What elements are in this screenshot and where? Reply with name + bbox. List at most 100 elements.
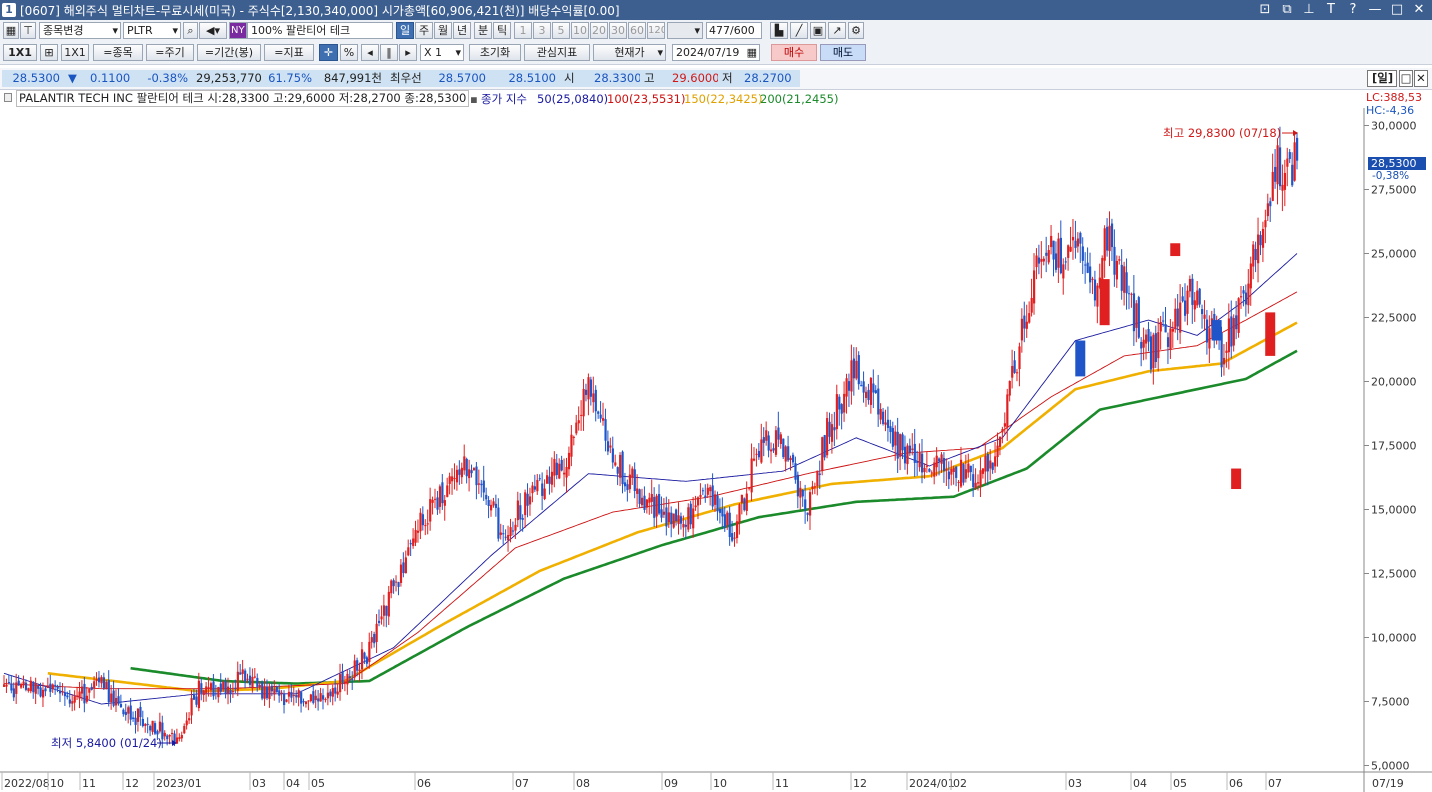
restore-layout-icon[interactable]: ⧉ (1282, 2, 1292, 17)
layout-icon[interactable]: ⊡ (1259, 2, 1271, 17)
percent-icon[interactable]: % (340, 44, 358, 61)
pin-icon[interactable]: ⊥ (1303, 2, 1315, 17)
settings-icon[interactable]: ⚙ (848, 22, 864, 39)
period-day-button[interactable]: 일 (396, 22, 414, 39)
candle-body (1037, 257, 1041, 264)
sound-icon[interactable]: ◀▾ (199, 22, 227, 39)
candle-body (263, 686, 266, 699)
add-stock-button[interactable]: =종목 (93, 44, 143, 61)
x-tick-label: 2022/08 (4, 777, 50, 790)
candle-body (395, 581, 398, 583)
candle-body (716, 495, 719, 512)
split-icon[interactable]: ⊞ (40, 44, 58, 61)
current-price-select[interactable]: 현재가 ▾ (593, 44, 666, 61)
x-tick-label: 12 (125, 777, 139, 790)
candle-body (609, 445, 612, 448)
trendline-icon[interactable]: ╱ (790, 22, 808, 39)
legend-stock-name[interactable]: PALANTIR TECH INC 팔란티어 테크 시:28,3300 고:29… (16, 90, 470, 107)
candle-body (1106, 226, 1109, 251)
x-tick-label: 06 (417, 777, 431, 790)
candle-body (1283, 172, 1287, 190)
price-chart[interactable]: 30,0000 27,5000 25,0000 22,5000 20,0000 17,50… (0, 108, 1432, 792)
candle-body (872, 383, 875, 393)
maximize-pane-icon[interactable]: □ (1399, 70, 1413, 87)
interval-1-button[interactable]: 1 (514, 22, 532, 39)
chart-type-icon[interactable]: ▙ (770, 22, 788, 39)
y-tick-label: 7,5000 (1371, 696, 1410, 709)
minimize-icon[interactable]: — (1368, 2, 1382, 17)
candle-body (331, 688, 334, 697)
candle-body (73, 696, 76, 703)
candle-body (558, 463, 561, 479)
scroll-left-icon[interactable]: ◂ (361, 44, 379, 61)
indicator-icon[interactable]: ↗ (828, 22, 846, 39)
add-period-button[interactable]: =주기 (146, 44, 194, 61)
scroll-right-icon[interactable]: ▸ (399, 44, 417, 61)
candle-body (650, 493, 653, 502)
zoom-select[interactable]: X 1 ▾ (420, 44, 464, 61)
period-month-button[interactable]: 월 (434, 22, 452, 39)
candle-body (190, 698, 193, 716)
candle-body (994, 456, 997, 467)
layout-1x1-button[interactable]: 1X1 (3, 44, 37, 61)
sell-button[interactable]: 매도 (820, 44, 866, 61)
save-icon[interactable]: ▣ (810, 22, 826, 39)
grid-icon[interactable]: ▦ (3, 22, 19, 39)
candle-body (896, 431, 899, 459)
interval-120-button[interactable]: 120 (647, 22, 665, 39)
candle-body (1198, 288, 1201, 305)
crosshair-icon[interactable]: ✛ (319, 44, 338, 61)
stock-change-select[interactable]: 종목변경 ▾ (39, 22, 121, 39)
candle-count-field[interactable]: 477/600 (706, 22, 762, 39)
candle-body (813, 486, 817, 488)
tool-icon[interactable]: ⊤ (20, 22, 36, 39)
watch-indicator-button[interactable]: 관심지표 (524, 44, 590, 61)
date-input[interactable]: 2024/07/19 ▦ (672, 44, 760, 61)
legend-ma50: 50(25,0840) (537, 92, 609, 106)
candle-body (1242, 290, 1245, 294)
candle-body (1244, 292, 1248, 305)
close-icon[interactable]: ✕ (1413, 2, 1425, 17)
calendar-icon[interactable]: ▦ (746, 46, 757, 59)
large-candle (1211, 320, 1222, 341)
candle-body (1057, 238, 1060, 268)
text-icon[interactable]: T (1327, 2, 1335, 17)
period-year-button[interactable]: 년 (453, 22, 471, 39)
candle-body (1084, 264, 1087, 266)
interval-10-button[interactable]: 10 (571, 22, 589, 39)
interval-30-button[interactable]: 30 (609, 22, 627, 39)
candle-body (480, 483, 483, 486)
stock-name-field[interactable]: 100% 팔란티어 테크 (247, 22, 393, 39)
candle-body (166, 735, 169, 740)
candle-body (602, 418, 605, 421)
maximize-icon[interactable]: □ (1390, 2, 1404, 17)
help-icon[interactable]: ? (1349, 2, 1357, 17)
interval-3-button[interactable]: 3 (533, 22, 551, 39)
day-view-button[interactable]: [일] (1367, 70, 1397, 87)
add-indicator-button[interactable]: =지표 (264, 44, 314, 61)
search-icon[interactable]: ⌕ (183, 22, 198, 39)
ratio-1x1-button[interactable]: 1X1 (61, 44, 89, 61)
pause-icon[interactable]: ‖ (380, 44, 398, 61)
interval-custom-select[interactable]: ▾ (667, 22, 703, 39)
reset-button[interactable]: 초기화 (469, 44, 521, 61)
period-minute-button[interactable]: 분 (474, 22, 492, 39)
period-tick-button[interactable]: 틱 (493, 22, 511, 39)
interval-60-button[interactable]: 60 (628, 22, 646, 39)
candle-body (1033, 270, 1036, 304)
interval-5-button[interactable]: 5 (552, 22, 570, 39)
candle-body (655, 495, 658, 517)
candle-body (448, 476, 451, 484)
chart-legend: PALANTIR TECH INC 팔란티어 테크 시:28,3300 고:29… (0, 90, 1364, 108)
buy-button[interactable]: 매수 (771, 44, 817, 61)
period-week-button[interactable]: 주 (415, 22, 433, 39)
add-range-button[interactable]: =기간(봉) (197, 44, 261, 61)
candle-body (507, 535, 510, 541)
candle-body (487, 499, 490, 506)
close-pane-icon[interactable]: ✕ (1414, 70, 1428, 87)
ticker-input[interactable]: PLTR ▾ (123, 22, 181, 39)
interval-20-button[interactable]: 20 (590, 22, 608, 39)
candle-body (149, 726, 152, 731)
candle-body (604, 419, 607, 441)
candle-body (906, 445, 909, 465)
